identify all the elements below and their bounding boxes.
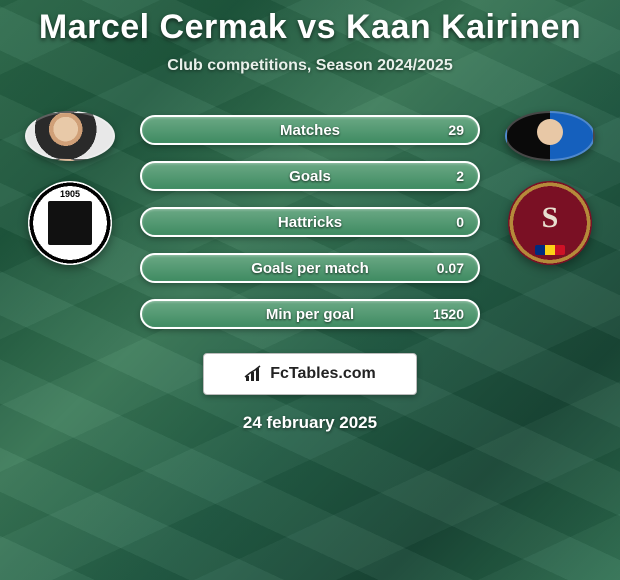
stat-bar-goals: Goals 2 (140, 161, 480, 191)
stat-bars: Matches 29 Goals 2 Hattricks 0 Goals per… (140, 111, 480, 329)
player-photo-left (25, 111, 115, 161)
left-side (18, 111, 122, 265)
stat-bar-matches: Matches 29 (140, 115, 480, 145)
stat-value: 29 (448, 122, 464, 138)
stat-label: Goals (289, 168, 331, 185)
stat-value: 0.07 (437, 260, 464, 276)
stat-label: Goals per match (251, 260, 369, 277)
stat-bar-hattricks: Hattricks 0 (140, 207, 480, 237)
stat-label: Hattricks (278, 214, 342, 231)
date-label: 24 february 2025 (0, 413, 620, 433)
stat-label: Min per goal (266, 306, 354, 323)
club-logo-left (28, 181, 112, 265)
brand-badge: FcTables.com (203, 353, 417, 395)
player-photo-right (505, 111, 595, 161)
comparison-panel: Matches 29 Goals 2 Hattricks 0 Goals per… (0, 111, 620, 329)
stat-bar-min-per-goal: Min per goal 1520 (140, 299, 480, 329)
chart-icon (244, 365, 264, 383)
page-title: Marcel Cermak vs Kaan Kairinen (0, 8, 620, 47)
club-logo-right (508, 181, 592, 265)
stat-label: Matches (280, 122, 340, 139)
subtitle: Club competitions, Season 2024/2025 (0, 57, 620, 75)
stat-bar-goals-per-match: Goals per match 0.07 (140, 253, 480, 283)
stat-value: 0 (456, 214, 464, 230)
right-side (498, 111, 602, 265)
brand-text: FcTables.com (270, 365, 376, 383)
stat-value: 2 (456, 168, 464, 184)
stat-value: 1520 (433, 306, 464, 322)
